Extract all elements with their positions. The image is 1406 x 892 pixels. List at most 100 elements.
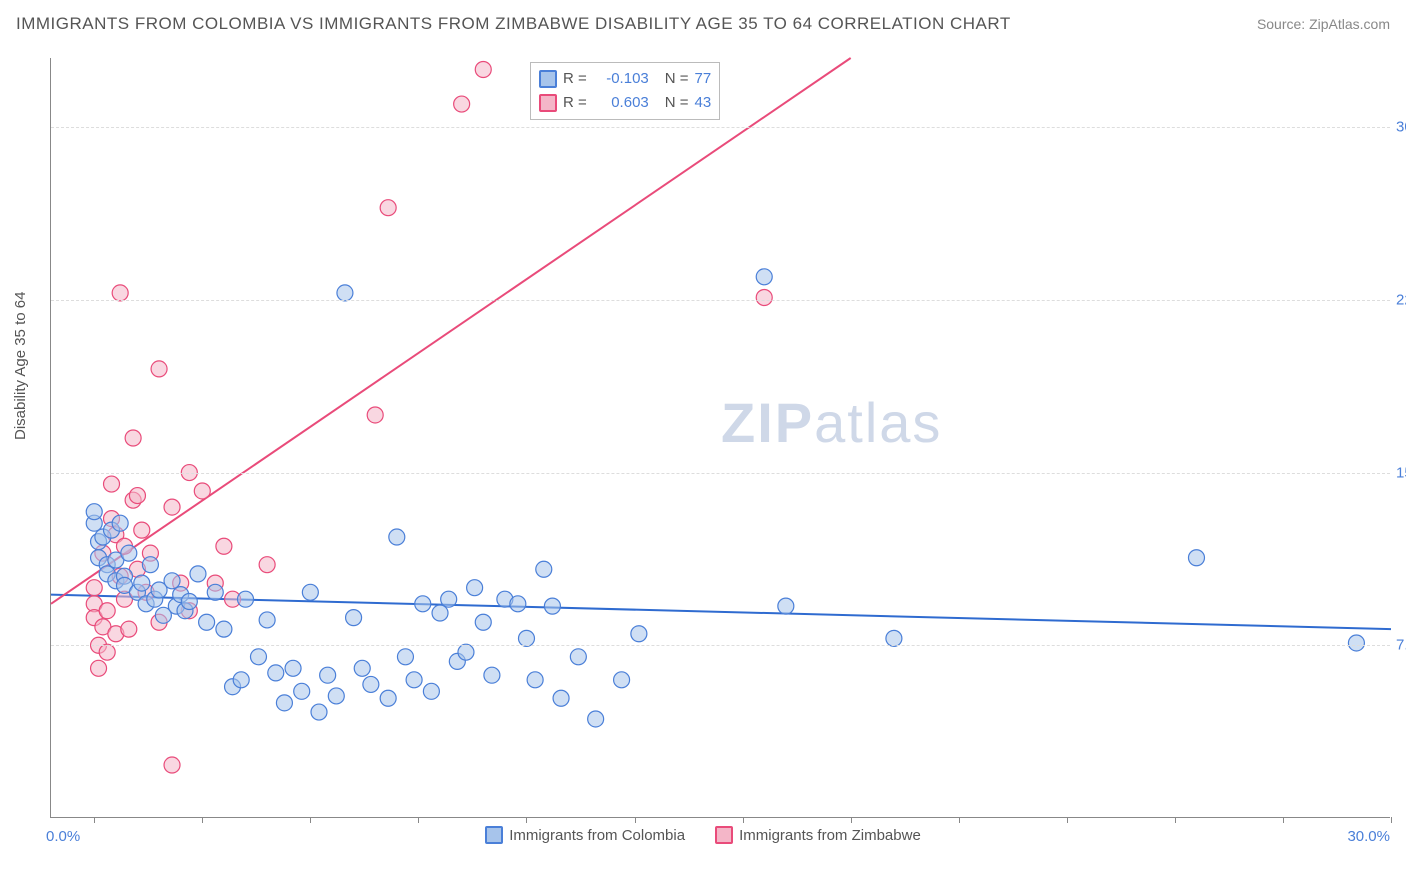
data-point [121, 621, 137, 637]
data-point [238, 591, 254, 607]
x-tick [202, 817, 203, 823]
x-tick [959, 817, 960, 823]
data-point [190, 566, 206, 582]
gridline [51, 127, 1390, 128]
data-point [588, 711, 604, 727]
data-point [1188, 550, 1204, 566]
gridline [51, 300, 1390, 301]
title-bar: IMMIGRANTS FROM COLOMBIA VS IMMIGRANTS F… [16, 14, 1390, 34]
data-point [467, 580, 483, 596]
x-tick [310, 817, 311, 823]
data-point [570, 649, 586, 665]
stats-n-value: 43 [695, 91, 712, 115]
data-point [363, 676, 379, 692]
source-link[interactable]: ZipAtlas.com [1309, 16, 1390, 32]
stats-r-value: 0.603 [593, 91, 649, 115]
data-point [631, 626, 647, 642]
legend-label: Immigrants from Zimbabwe [739, 827, 921, 844]
stats-r-label: R = [563, 91, 587, 115]
stats-r-value: -0.103 [593, 67, 649, 91]
data-point [276, 695, 292, 711]
x-tick [418, 817, 419, 823]
data-point [614, 672, 630, 688]
gridline [51, 473, 1390, 474]
data-point [112, 285, 128, 301]
data-point [216, 538, 232, 554]
legend-item: Immigrants from Colombia [485, 826, 685, 844]
x-tick [1175, 817, 1176, 823]
data-point [194, 483, 210, 499]
stats-n-value: 77 [695, 67, 712, 91]
data-point [346, 610, 362, 626]
x-tick [526, 817, 527, 823]
stats-row: R =-0.103 N =77 [539, 67, 711, 91]
data-point [380, 690, 396, 706]
data-point [536, 561, 552, 577]
chart-svg [51, 58, 1390, 817]
data-point [527, 672, 543, 688]
data-point [337, 285, 353, 301]
data-point [207, 584, 223, 600]
x-tick [851, 817, 852, 823]
data-point [389, 529, 405, 545]
plot-area: ZIPatlas 7.5%15.0%22.5%30.0% [50, 58, 1390, 818]
data-point [756, 269, 772, 285]
gridline [51, 645, 1390, 646]
data-point [121, 545, 137, 561]
y-tick-label: 30.0% [1396, 119, 1406, 136]
data-point [86, 580, 102, 596]
x-tick [1067, 817, 1068, 823]
legend-item: Immigrants from Zimbabwe [715, 826, 921, 844]
data-point [164, 573, 180, 589]
data-point [250, 649, 266, 665]
data-point [164, 757, 180, 773]
data-point [454, 96, 470, 112]
data-point [320, 667, 336, 683]
data-point [354, 660, 370, 676]
data-point [302, 584, 318, 600]
data-point [886, 630, 902, 646]
data-point [553, 690, 569, 706]
data-point [328, 688, 344, 704]
x-tick [94, 817, 95, 823]
data-point [294, 683, 310, 699]
data-point [91, 660, 107, 676]
data-point [510, 596, 526, 612]
data-point [86, 504, 102, 520]
data-point [112, 515, 128, 531]
data-point [134, 575, 150, 591]
y-tick-label: 22.5% [1396, 291, 1406, 308]
correlation-stats-box: R =-0.103 N =77 R =0.603 N =43 [530, 62, 720, 120]
data-point [233, 672, 249, 688]
data-point [181, 594, 197, 610]
y-tick-label: 15.0% [1396, 464, 1406, 481]
data-point [125, 430, 141, 446]
data-point [484, 667, 500, 683]
y-tick-label: 7.5% [1396, 637, 1406, 654]
data-point [259, 612, 275, 628]
data-point [142, 557, 158, 573]
data-point [134, 522, 150, 538]
stats-row: R =0.603 N =43 [539, 91, 711, 115]
x-tick [743, 817, 744, 823]
data-point [756, 290, 772, 306]
x-tick [1391, 817, 1392, 823]
data-point [544, 598, 560, 614]
y-axis-label: Disability Age 35 to 64 [12, 292, 29, 440]
legend-label: Immigrants from Colombia [509, 827, 685, 844]
data-point [778, 598, 794, 614]
data-point [285, 660, 301, 676]
data-point [268, 665, 284, 681]
stats-n-label: N = [665, 91, 689, 115]
x-tick [1283, 817, 1284, 823]
data-point [367, 407, 383, 423]
stats-swatch [539, 70, 557, 88]
stats-n-label: N = [665, 67, 689, 91]
chart-title: IMMIGRANTS FROM COLOMBIA VS IMMIGRANTS F… [16, 14, 1011, 34]
data-point [216, 621, 232, 637]
data-point [99, 644, 115, 660]
data-point [475, 62, 491, 78]
stats-swatch [539, 94, 557, 112]
source-attribution: Source: ZipAtlas.com [1257, 16, 1390, 32]
stats-r-label: R = [563, 67, 587, 91]
